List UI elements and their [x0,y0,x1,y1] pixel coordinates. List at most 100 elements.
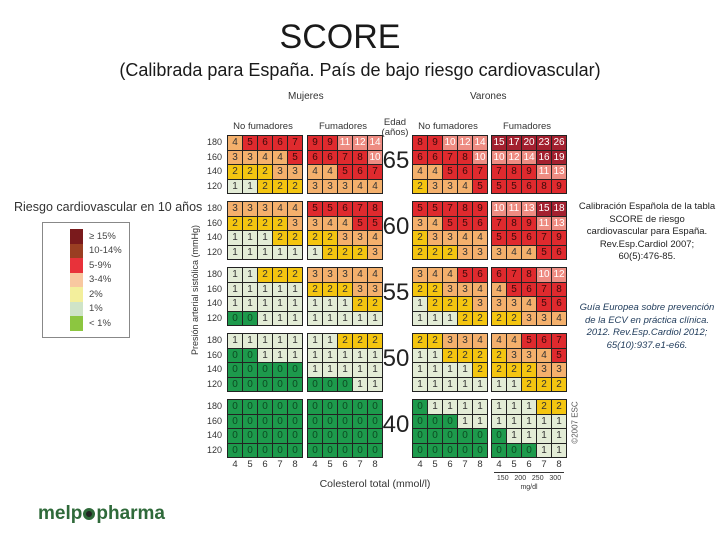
reference-guideline: Guía Europea sobre prevención de la ECV … [579,302,715,351]
risk-cell: 7 [353,202,367,216]
risk-cell: 0 [368,429,382,443]
risk-cell: 1 [243,179,257,193]
risk-cell: 1 [522,400,536,414]
sbp-tick: 160 [206,217,222,228]
risk-cell: 8 [353,150,367,164]
risk-cell: 4 [492,282,506,296]
risk-cell: 2 [228,165,242,179]
risk-cell: 7 [552,334,566,348]
risk-cell: 8 [522,268,536,282]
risk-cell: 4 [353,268,367,282]
risk-cell: 0 [273,414,287,428]
risk-cell: 2 [507,363,521,377]
risk-cell: 1 [413,297,427,311]
risk-cell: 4 [458,179,472,193]
risk-cell: 5 [507,231,521,245]
risk-cell: 10 [368,150,382,164]
risk-cell: 0 [243,311,257,325]
risk-cell: 2 [537,377,551,391]
sbp-tick: 180 [206,335,222,345]
risk-cell: 8 [507,216,521,230]
risk-cell: 1 [458,377,472,391]
risk-cell: 19 [552,150,566,164]
risk-cell: 13 [552,165,566,179]
risk-cell: 3 [458,282,472,296]
age-label: 65 [382,147,410,174]
risk-cell: 4 [353,179,367,193]
risk-cell: 0 [273,377,287,391]
risk-cell: 0 [428,429,442,443]
risk-cell: 9 [308,136,322,150]
risk-cell: 12 [458,136,472,150]
risk-cell: 1 [243,297,257,311]
risk-cell: 1 [368,363,382,377]
x-axis-label: Colesterol total (mmol/l) [319,478,431,490]
risk-cell: 0 [243,414,257,428]
risk-cell: 4 [273,202,287,216]
risk-cell: 1 [288,282,302,296]
risk-cell: 3 [522,311,536,325]
sbp-tick: 140 [206,298,222,308]
risk-cell: 7 [537,282,551,296]
risk-cell: 4 [323,216,337,230]
risk-cell: 1 [507,414,521,428]
risk-cell: 6 [552,245,566,259]
risk-cell: 7 [368,165,382,179]
risk-cell: 1 [338,297,352,311]
legend-item: ≥ 15% [70,229,129,244]
risk-cell: 4 [368,179,382,193]
risk-cell: 1 [428,363,442,377]
copyright: ©2007 ESC [570,401,580,444]
risk-cell: 1 [507,377,521,391]
risk-cell: 0 [323,443,337,457]
risk-cell: 2 [258,268,272,282]
legend-item: 5-9% [70,258,129,273]
sbp-tick: 120 [206,378,222,389]
risk-cell: 6 [522,282,536,296]
risk-cell: 1 [273,282,287,296]
sbp-tick: 180 [206,401,222,411]
risk-cell: 7 [537,231,551,245]
risk-block-m_s: 6 7 8 10 12 4 5 6 7 8 3 3 4 5 6 2 2 3 3 4 [491,267,567,326]
risk-cell: 0 [308,400,322,414]
logo-dot-icon [83,507,96,520]
cholesterol-tick: 6 [447,459,453,470]
risk-cell: 1 [323,311,337,325]
risk-cell: 8 [368,202,382,216]
risk-cell: 3 [537,311,551,325]
risk-cell: 4 [368,268,382,282]
risk-cell: 6 [522,179,536,193]
risk-cell: 2 [308,231,322,245]
risk-cell: 3 [413,216,427,230]
risk-cell: 2 [473,348,487,362]
risk-cell: 3 [273,165,287,179]
risk-cell: 1 [368,311,382,325]
risk-cell: 7 [443,150,457,164]
cholesterol-tick: 7 [357,459,363,470]
risk-cell: 2 [368,297,382,311]
risk-cell: 1 [228,231,242,245]
risk-block-m_s: 10 11 13 15 18 7 8 9 11 13 5 5 6 7 9 3 4 4 5 6 [491,201,567,260]
risk-cell: 2 [428,297,442,311]
risk-cell: 2 [428,245,442,259]
age-axis-label: Edad (años) [381,117,409,138]
sbp-tick: 160 [206,283,222,294]
risk-cell: 3 [338,179,352,193]
risk-cell: 12 [353,136,367,150]
legend-label: 1% [89,303,103,315]
risk-cell: 5 [492,179,506,193]
legend-swatch [70,287,83,302]
risk-cell: 3 [458,334,472,348]
cholesterol-tick: 8 [292,459,298,470]
risk-cell: 1 [243,334,257,348]
risk-cell: 4 [428,268,442,282]
cholesterol-tick: 4 [232,459,238,470]
mgdl-ticks: 150 200 250 300 [494,475,564,482]
risk-cell: 0 [228,377,242,391]
cholesterol-tick: 7 [541,459,547,470]
cholesterol-tick: 4 [312,459,318,470]
risk-cell: 9 [552,231,566,245]
risk-cell: 2 [537,400,551,414]
risk-cell: 3 [458,245,472,259]
